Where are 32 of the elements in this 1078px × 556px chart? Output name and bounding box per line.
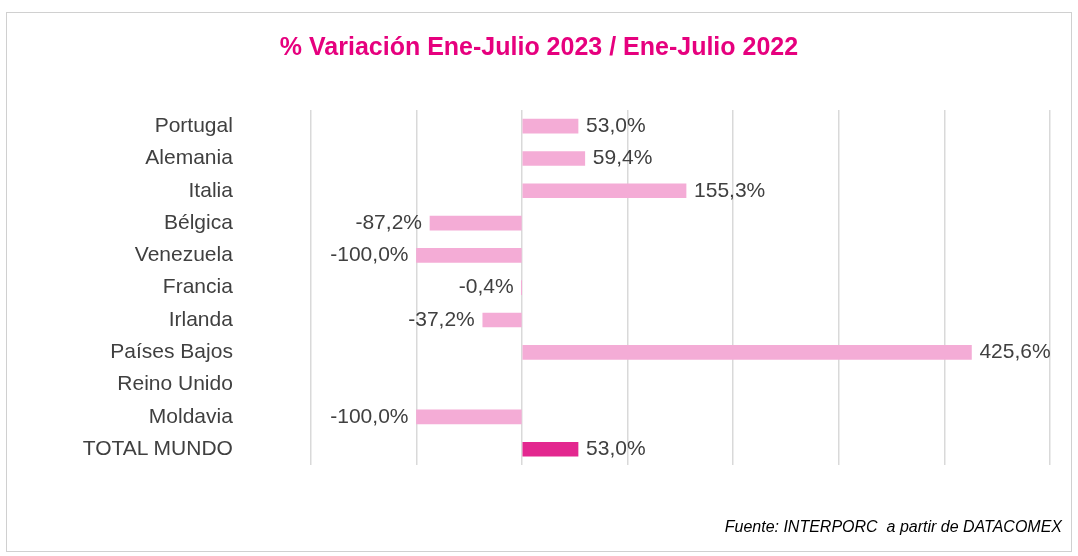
bar <box>429 215 522 231</box>
data-label: 425,6% <box>979 339 1051 363</box>
bar <box>482 312 522 328</box>
data-label: -100,0% <box>330 403 409 427</box>
data-label: 155,3% <box>694 177 766 201</box>
data-label: -0,4% <box>458 274 514 298</box>
y-tick-label: Moldavia <box>148 403 234 427</box>
data-label: 53,0% <box>586 436 646 460</box>
y-tick-label: Bélgica <box>164 209 234 233</box>
data-label: -87,2% <box>355 209 422 233</box>
y-tick-label: TOTAL MUNDO <box>82 436 233 460</box>
bar <box>416 248 522 263</box>
bar <box>522 441 579 457</box>
y-tick-label: Alemania <box>145 145 234 169</box>
y-tick-label: Irlanda <box>168 306 234 330</box>
bar <box>522 344 972 360</box>
bar <box>416 409 522 425</box>
bar <box>522 183 687 199</box>
y-tick-label: Venezuela <box>134 242 234 266</box>
bar <box>522 151 586 166</box>
bar <box>522 118 579 134</box>
chart-title: % Variación Ene-Julio 2023 / Ene-Julio 2022 <box>278 32 800 61</box>
data-label: -37,2% <box>408 306 475 330</box>
y-tick-label: Países Bajos <box>110 339 233 363</box>
y-tick-label: Portugal <box>154 112 233 136</box>
y-tick-label: Reino Unido <box>117 371 233 395</box>
data-label: 53,0% <box>586 112 646 136</box>
y-tick-label: Francia <box>162 274 234 298</box>
data-label: -100,0% <box>330 242 409 266</box>
data-label: 59,4% <box>592 145 653 169</box>
y-tick-label: Italia <box>188 177 234 201</box>
source-note: Fuente: INTERPORC a partir de DATACOMEX <box>724 518 1064 535</box>
